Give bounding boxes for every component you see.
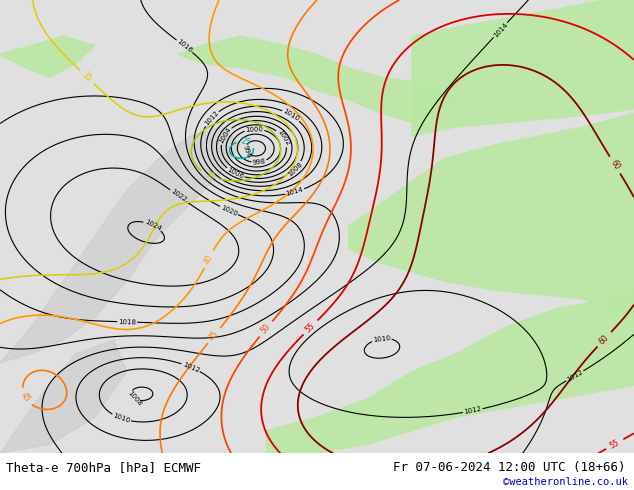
Text: 1024: 1024 [143,219,162,232]
Polygon shape [349,113,634,318]
Text: 1002: 1002 [276,129,290,147]
Polygon shape [412,0,634,136]
Text: 1022: 1022 [169,188,187,203]
Text: 996: 996 [242,144,252,159]
Text: 1012: 1012 [566,369,584,383]
Text: 50: 50 [259,322,273,336]
Text: 60: 60 [598,333,611,346]
Text: 1012: 1012 [463,406,482,416]
Text: 1018: 1018 [118,318,136,325]
Text: 1000: 1000 [245,126,264,133]
Text: 55: 55 [304,321,317,334]
Text: 25: 25 [240,137,252,148]
Text: 1016: 1016 [176,38,193,54]
Text: Fr 07-06-2024 12:00 UTC (18+66): Fr 07-06-2024 12:00 UTC (18+66) [393,462,626,474]
Polygon shape [0,0,634,453]
Text: 1004: 1004 [217,126,232,145]
Text: 35: 35 [81,71,94,84]
Text: 45: 45 [207,329,221,342]
Text: ©weatheronline.co.uk: ©weatheronline.co.uk [503,477,628,487]
Text: 1012: 1012 [204,110,220,127]
Text: 55: 55 [608,438,621,450]
Text: 1012: 1012 [181,361,200,373]
Polygon shape [0,340,127,453]
Polygon shape [0,127,241,363]
Text: 40: 40 [203,253,215,266]
Text: 1008: 1008 [286,161,303,177]
Text: 60: 60 [609,159,621,171]
Text: 1008: 1008 [126,390,143,407]
Text: 1014: 1014 [492,22,508,39]
Text: 1014: 1014 [285,187,304,197]
Polygon shape [0,36,95,77]
Polygon shape [178,36,456,122]
Text: 1020: 1020 [219,204,238,217]
Text: 1010: 1010 [281,108,301,122]
Polygon shape [266,294,634,453]
Text: 1006: 1006 [226,167,245,180]
Text: 45: 45 [19,391,32,404]
Text: 1010: 1010 [372,335,391,343]
Text: 30: 30 [204,170,216,182]
Text: 1010: 1010 [112,413,131,424]
Text: Theta-e 700hPa [hPa] ECMWF: Theta-e 700hPa [hPa] ECMWF [6,462,202,474]
Text: 998: 998 [252,158,266,166]
